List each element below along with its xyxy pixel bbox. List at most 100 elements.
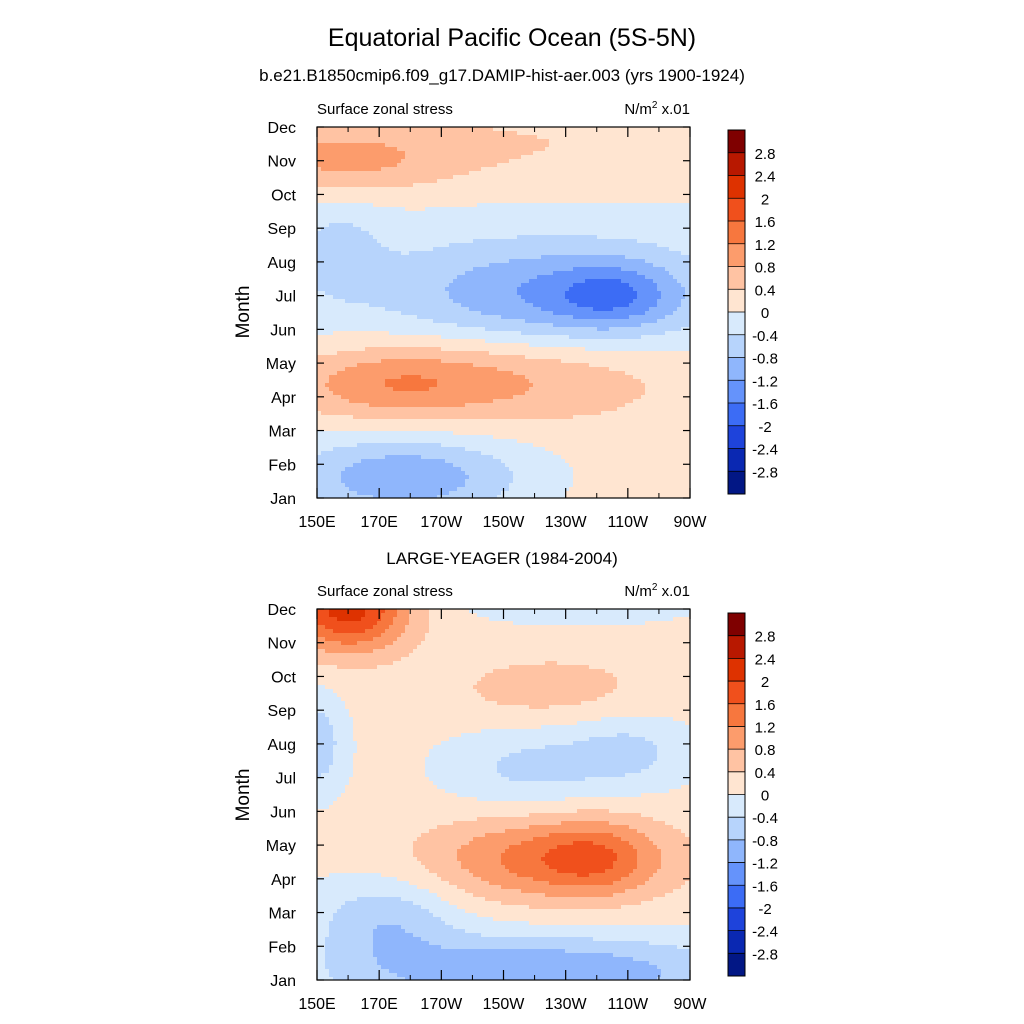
x-tick-label: 150E <box>298 514 335 531</box>
y-tick-label: Sep <box>268 221 297 238</box>
colorbar-label: -0.4 <box>752 810 778 827</box>
y-tick-label: Sep <box>268 703 297 720</box>
x-tick-label: 150W <box>483 514 526 531</box>
colorbar-swatch <box>728 380 745 404</box>
colorbar-swatch <box>728 907 745 932</box>
y-tick-label: Apr <box>271 872 297 889</box>
colorbar-label: 0.8 <box>755 742 776 759</box>
colorbar-label: -1.2 <box>752 856 778 873</box>
panel-title: b.e21.B1850cmip6.f09_g17.DAMIP-hist-aer.… <box>259 66 745 85</box>
colorbar-swatch <box>728 471 745 495</box>
x-tick-label: 90W <box>674 514 708 531</box>
panel-title: LARGE-YEAGER (1984-2004) <box>386 549 618 568</box>
colorbar-swatch <box>728 198 745 222</box>
colorbar-label: -2.4 <box>752 442 778 459</box>
x-tick-label: 130W <box>545 514 588 531</box>
panel-large-yeager: LARGE-YEAGER (1984-2004) Surface zonal s… <box>233 549 778 1013</box>
y-tick-label: Aug <box>268 255 296 272</box>
panel-aer: b.e21.B1850cmip6.f09_g17.DAMIP-hist-aer.… <box>233 66 778 531</box>
colorbar-swatch <box>728 221 745 245</box>
colorbar-swatch <box>728 243 745 267</box>
x-tick-label: 110W <box>608 996 650 1013</box>
y-tick-label: Nov <box>268 154 296 171</box>
colorbar-label: 0 <box>761 788 769 805</box>
colorbar-label: 2.4 <box>755 169 776 186</box>
colorbar-label: 0 <box>761 305 769 322</box>
x-tick-label: 150W <box>483 996 526 1013</box>
figure-title: Equatorial Pacific Ocean (5S-5N) <box>328 24 696 52</box>
colorbar-label: 1.6 <box>755 214 776 231</box>
colorbar-swatch <box>728 635 745 659</box>
units-label: N/m2 x.01 <box>624 100 690 118</box>
x-tick-label: 170E <box>360 996 397 1013</box>
x-tick-label: 90W <box>674 996 708 1013</box>
colorbar-swatch <box>728 681 745 705</box>
colorbar-label: -2.4 <box>752 924 778 941</box>
y-tick-label: Aug <box>268 737 296 754</box>
colorbar-swatch <box>728 862 745 886</box>
colorbar-swatch <box>728 266 745 290</box>
colorbar-label: -2.8 <box>752 946 778 963</box>
colorbar-swatch <box>728 839 745 863</box>
colorbar: 2.8 2.4 2 1.6 1.2 0.8 0.4 0 -0.4 -0.8 -1.2 -1.6 -2 -2… <box>727 129 778 495</box>
colorbar-label: 2 <box>761 191 769 208</box>
y-axis-label: Month <box>233 769 254 822</box>
colorbar-swatch <box>728 130 745 154</box>
y-tick-label: May <box>266 838 296 855</box>
colorbar-label: -2.8 <box>752 464 778 481</box>
y-tick-label: Oct <box>271 669 296 686</box>
colorbar-label: 2 <box>761 674 769 691</box>
colorbar-swatch <box>728 312 745 336</box>
colorbar-label: 1.2 <box>755 237 776 254</box>
colorbar-label: 0.4 <box>755 282 776 299</box>
colorbar-label: -1.6 <box>752 878 778 895</box>
y-tick-label: Mar <box>268 424 296 441</box>
colorbar-swatch <box>728 658 745 682</box>
axes: 150E 170E 170W 150W 130W 110W 90W Jan Feb Mar Apr M… <box>266 602 708 1013</box>
y-tick-label: Jul <box>276 771 296 788</box>
colorbar-swatch <box>728 175 745 199</box>
y-tick-label: Oct <box>271 187 296 204</box>
colorbar-label: 2.8 <box>755 629 776 646</box>
colorbar-label: 0.8 <box>755 260 776 277</box>
colorbar-swatch <box>728 953 745 977</box>
colorbar-swatch <box>728 794 745 818</box>
colorbar-swatch <box>728 425 745 449</box>
y-tick-label: Jul <box>276 289 296 306</box>
colorbar-swatch <box>728 749 745 773</box>
axes: 150E 170E 170W 150W 130W 110W 90W Jan Feb Mar Apr M… <box>266 120 708 531</box>
y-tick-label: Nov <box>268 636 296 653</box>
colorbar-label: -2 <box>758 901 771 918</box>
variable-label: Surface zonal stress <box>317 583 453 600</box>
colorbar-swatch <box>728 289 745 313</box>
y-tick-label: Apr <box>271 390 297 407</box>
contour-plot <box>317 609 691 981</box>
y-tick-label: Jan <box>270 491 296 508</box>
colorbar-swatch <box>728 357 745 381</box>
colorbar-swatch <box>728 152 745 176</box>
colorbar-swatch <box>728 726 745 750</box>
colorbar-label: -1.6 <box>752 396 778 413</box>
colorbar: 2.8 2.4 2 1.6 1.2 0.8 0.4 0 -0.4 -0.8 -1.2 -1.6 -2 -2… <box>727 612 778 977</box>
y-tick-label: Jun <box>270 322 296 339</box>
colorbar-swatch <box>728 403 745 427</box>
colorbar-swatch <box>728 885 745 909</box>
colorbar-swatch <box>728 334 745 358</box>
colorbar-label: 0.4 <box>755 765 776 782</box>
y-tick-label: May <box>266 356 296 373</box>
colorbar-swatch <box>728 930 745 954</box>
colorbar-label: -2 <box>758 419 771 436</box>
colorbar-label: 2.4 <box>755 651 776 668</box>
y-tick-label: Jan <box>270 973 296 990</box>
colorbar-label: 2.8 <box>755 146 776 163</box>
y-tick-label: Dec <box>268 120 296 137</box>
contour-plot <box>317 127 691 499</box>
colorbar-label: 1.6 <box>755 697 776 714</box>
colorbar-label: -0.8 <box>752 833 778 850</box>
x-tick-label: 170W <box>420 514 463 531</box>
colorbar-label: -0.8 <box>752 351 778 368</box>
units-label: N/m2 x.01 <box>624 582 690 600</box>
colorbar-swatch <box>728 771 745 795</box>
y-tick-label: Feb <box>268 939 296 956</box>
